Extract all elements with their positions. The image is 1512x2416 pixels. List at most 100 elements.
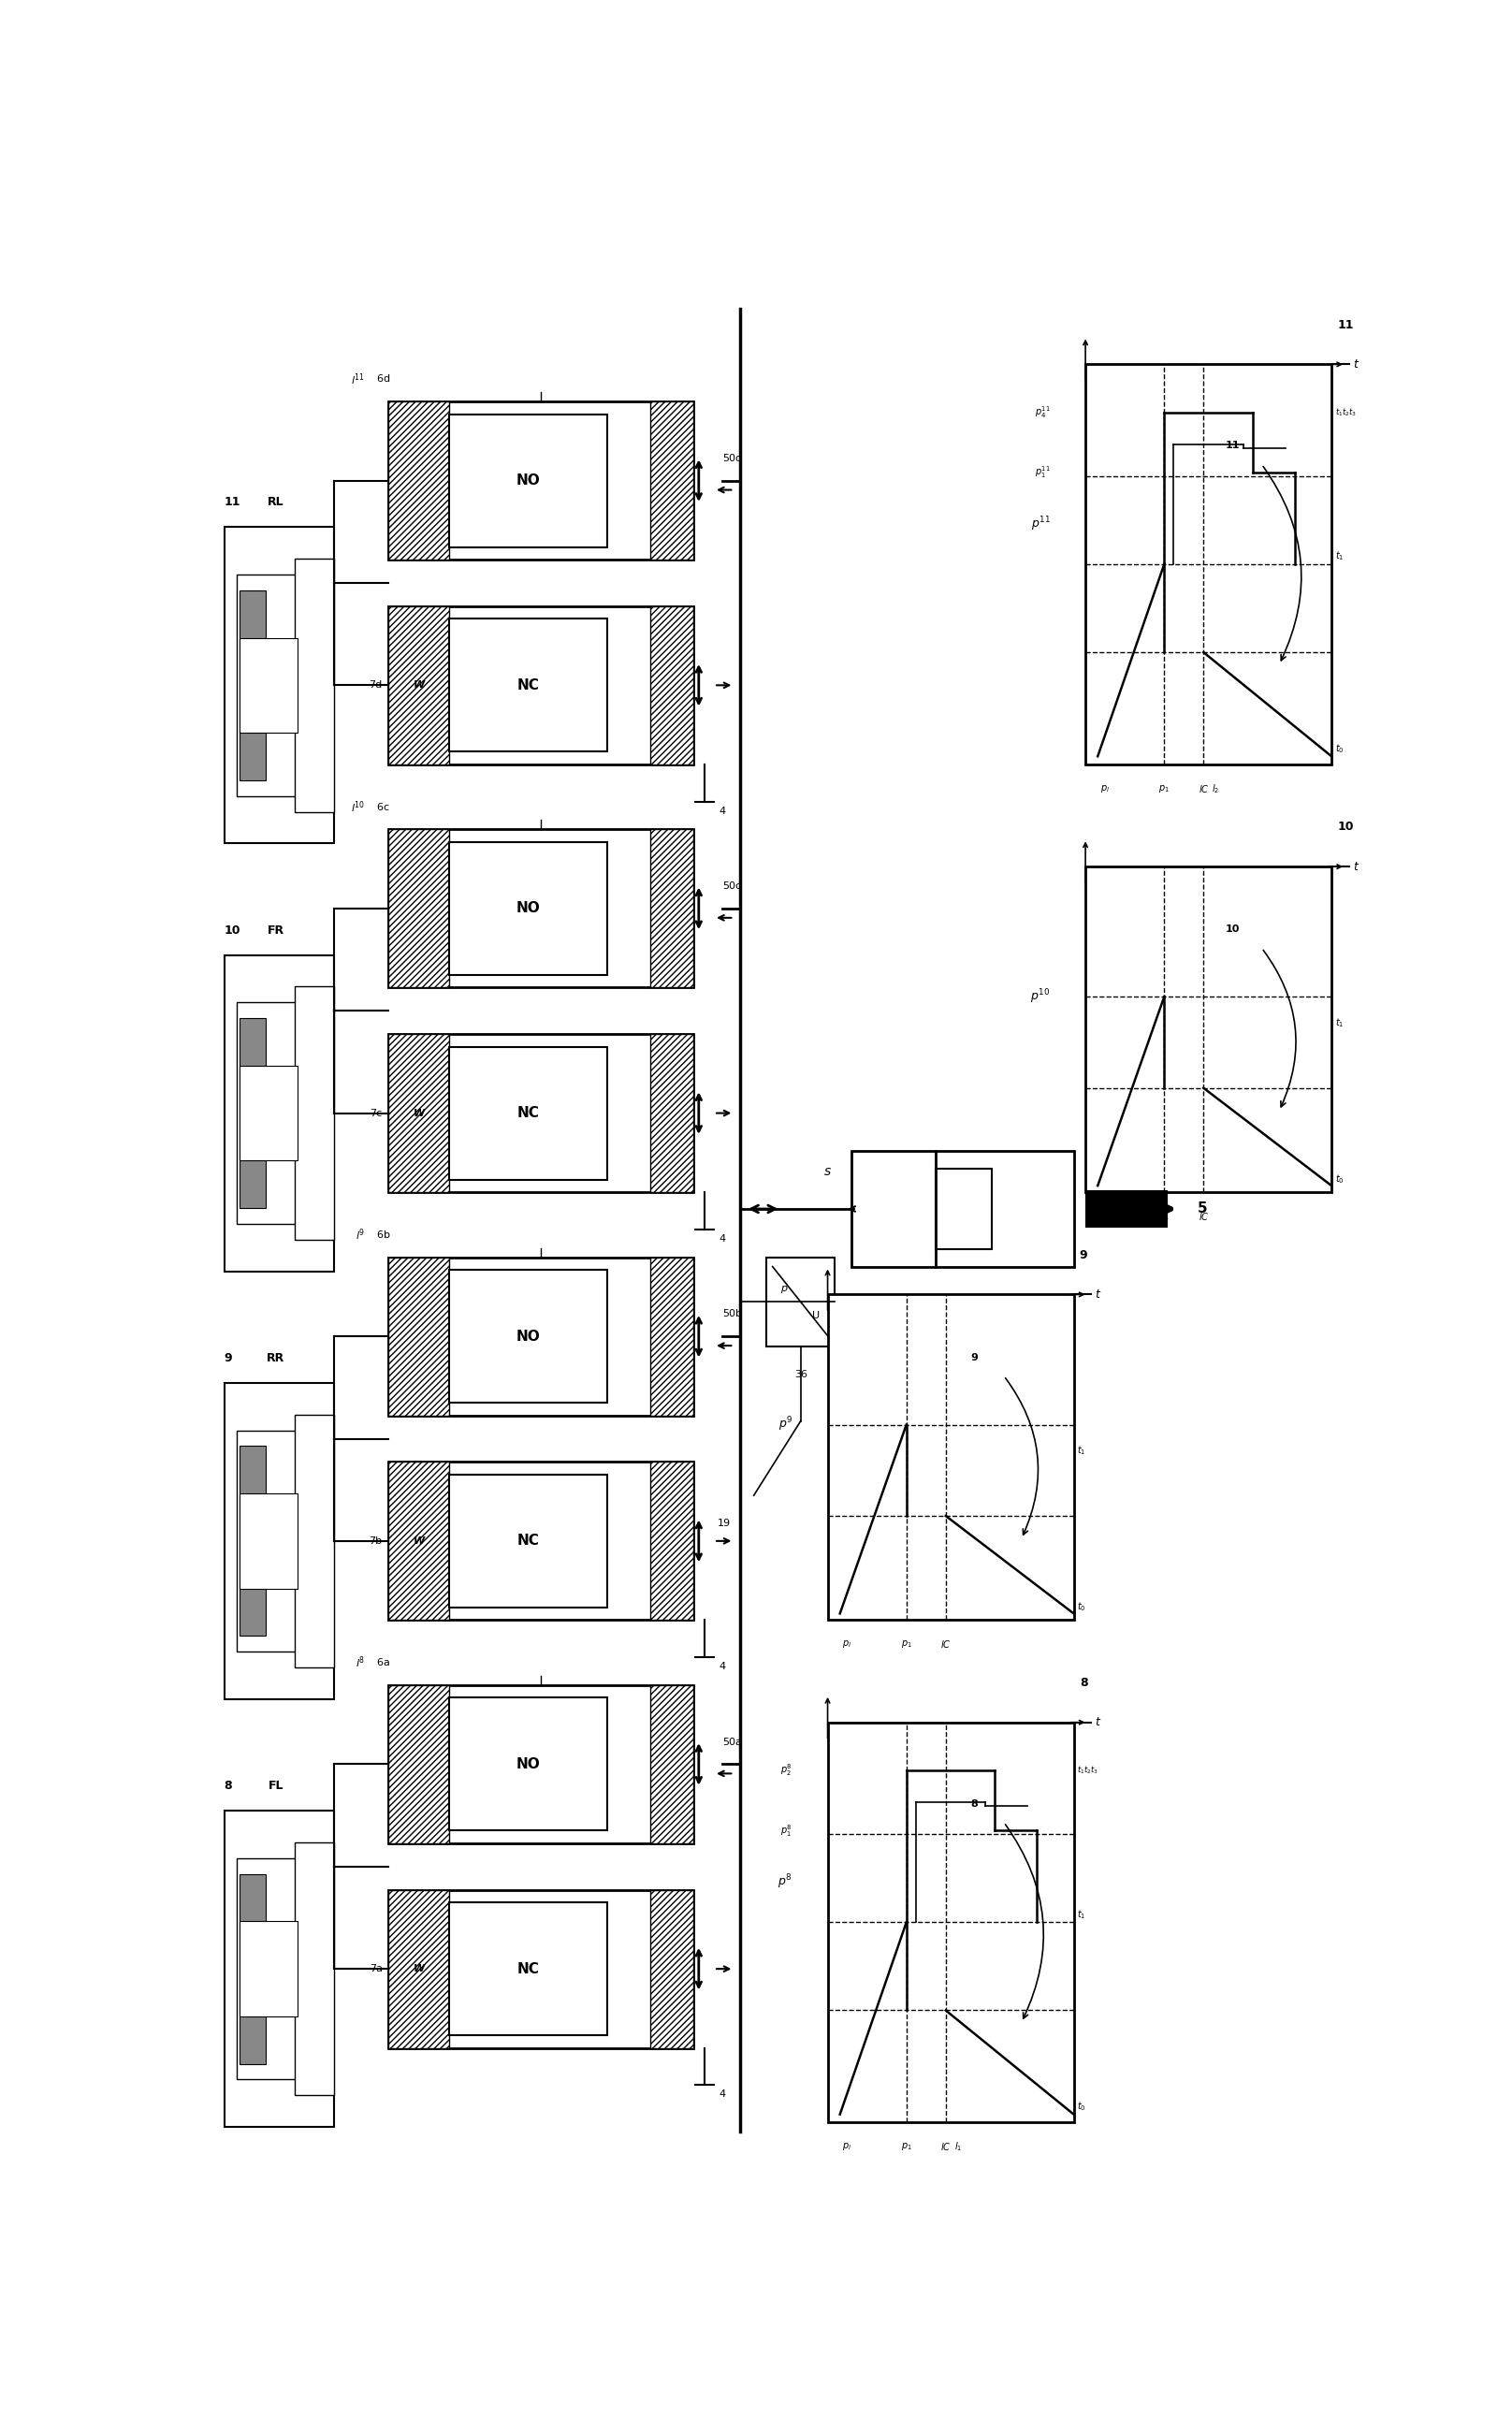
Text: $t_1$: $t_1$ xyxy=(1077,1445,1086,1457)
Text: $p^{8}$: $p^{8}$ xyxy=(779,1872,792,1892)
Text: $t_0$: $t_0$ xyxy=(1077,1599,1086,1614)
Text: $p^{9}$: $p^{9}$ xyxy=(779,1416,792,1433)
Text: 7a: 7a xyxy=(369,1964,383,1974)
Text: $l_1$: $l_1$ xyxy=(954,2141,962,2153)
Bar xyxy=(239,1017,266,1208)
Bar xyxy=(239,1493,298,1587)
Text: $l^{9}$: $l^{9}$ xyxy=(355,1227,364,1242)
Text: $p_1^{11}$: $p_1^{11}$ xyxy=(1034,464,1051,481)
Bar xyxy=(224,1810,334,2126)
Text: $l_2$: $l_2$ xyxy=(1213,783,1220,795)
Text: W: W xyxy=(413,1109,425,1119)
Bar xyxy=(449,1474,608,1607)
Text: $lC$: $lC$ xyxy=(940,2141,951,2153)
Text: s: s xyxy=(824,1165,832,1179)
Bar xyxy=(827,1723,1074,2121)
Bar xyxy=(239,1447,266,1636)
Text: $t_1t_2t_3$: $t_1t_2t_3$ xyxy=(1077,1764,1099,1776)
Bar xyxy=(449,618,608,751)
Bar xyxy=(449,843,608,976)
Text: NC: NC xyxy=(517,679,540,693)
Bar xyxy=(827,1295,1074,1621)
Bar xyxy=(650,1889,692,2049)
Text: 7d: 7d xyxy=(369,681,383,691)
Bar xyxy=(237,1430,308,1653)
Bar xyxy=(239,1921,298,2017)
Text: 4: 4 xyxy=(718,1662,726,1672)
Text: $t_1$: $t_1$ xyxy=(1335,1017,1344,1029)
Text: NC: NC xyxy=(517,1107,540,1121)
Bar xyxy=(449,1901,608,2034)
Bar xyxy=(449,1046,608,1179)
Text: $p_4^{11}$: $p_4^{11}$ xyxy=(1034,403,1051,420)
Bar xyxy=(650,1034,692,1191)
Bar xyxy=(389,1256,692,1416)
Text: 50b: 50b xyxy=(723,1309,742,1319)
Text: W: W xyxy=(413,681,425,691)
Text: $p_1$: $p_1$ xyxy=(1158,1210,1170,1222)
Bar xyxy=(237,1003,308,1225)
Bar xyxy=(224,954,334,1271)
Text: 10: 10 xyxy=(1338,821,1353,834)
Text: $p_l$: $p_l$ xyxy=(1101,1210,1110,1222)
Bar xyxy=(650,829,692,988)
Bar xyxy=(650,1686,692,1843)
Bar xyxy=(239,590,266,780)
Text: 7b: 7b xyxy=(369,1537,383,1546)
Bar xyxy=(389,1034,692,1191)
Bar xyxy=(295,986,334,1239)
Text: $t$: $t$ xyxy=(1353,860,1359,872)
Bar xyxy=(389,606,449,763)
Text: $lC$: $lC$ xyxy=(1198,1210,1210,1222)
Text: $p_1$: $p_1$ xyxy=(901,2141,912,2153)
Bar xyxy=(295,1843,334,2095)
Text: W: W xyxy=(413,1964,425,1974)
Text: 11: 11 xyxy=(224,495,240,507)
Text: 6c: 6c xyxy=(370,802,390,812)
Text: $t_1$: $t_1$ xyxy=(1335,551,1344,563)
Bar xyxy=(239,1875,266,2063)
Text: FR: FR xyxy=(268,925,284,937)
Bar xyxy=(449,1698,608,1831)
Bar xyxy=(389,606,692,763)
Bar xyxy=(389,1462,692,1621)
Text: 4: 4 xyxy=(718,2090,726,2100)
Text: 6d: 6d xyxy=(370,374,390,384)
Bar xyxy=(239,1065,298,1160)
Text: $p_1^8$: $p_1^8$ xyxy=(780,1822,792,1839)
Bar xyxy=(295,558,334,812)
Bar xyxy=(936,1169,992,1249)
Text: U: U xyxy=(812,1309,820,1319)
Bar xyxy=(389,401,449,561)
Text: $l^{11}$: $l^{11}$ xyxy=(351,372,364,387)
Text: $t_0$: $t_0$ xyxy=(1335,742,1344,754)
Bar xyxy=(449,413,608,546)
Text: NO: NO xyxy=(516,901,540,916)
Text: $p_l$: $p_l$ xyxy=(1101,783,1110,795)
Bar xyxy=(650,1256,692,1416)
Bar xyxy=(224,527,334,843)
Text: 50a: 50a xyxy=(723,1737,742,1747)
Text: $t$: $t$ xyxy=(1095,1288,1102,1300)
Text: $p_2^8$: $p_2^8$ xyxy=(780,1764,792,1778)
Text: NO: NO xyxy=(516,1329,540,1343)
Text: 8: 8 xyxy=(224,1781,233,1793)
Bar xyxy=(389,829,692,988)
Text: 10: 10 xyxy=(1225,925,1240,935)
Text: $p^{10}$: $p^{10}$ xyxy=(1031,988,1051,1005)
Text: $l^{10}$: $l^{10}$ xyxy=(351,800,364,814)
Text: W: W xyxy=(413,1537,425,1546)
Text: 9: 9 xyxy=(1080,1249,1087,1261)
Text: 9: 9 xyxy=(971,1353,978,1363)
Text: 8: 8 xyxy=(1080,1677,1087,1689)
Text: 6b: 6b xyxy=(370,1230,390,1239)
Text: 50d: 50d xyxy=(723,454,742,464)
Text: $t_0$: $t_0$ xyxy=(1335,1172,1344,1186)
Text: $t_1$: $t_1$ xyxy=(1077,1909,1086,1921)
Text: RL: RL xyxy=(268,495,284,507)
Bar xyxy=(389,401,692,561)
Text: 50c: 50c xyxy=(723,882,741,892)
Bar xyxy=(389,1256,449,1416)
Text: $p^{11}$: $p^{11}$ xyxy=(1031,515,1051,534)
Text: $lC$: $lC$ xyxy=(1198,783,1210,795)
